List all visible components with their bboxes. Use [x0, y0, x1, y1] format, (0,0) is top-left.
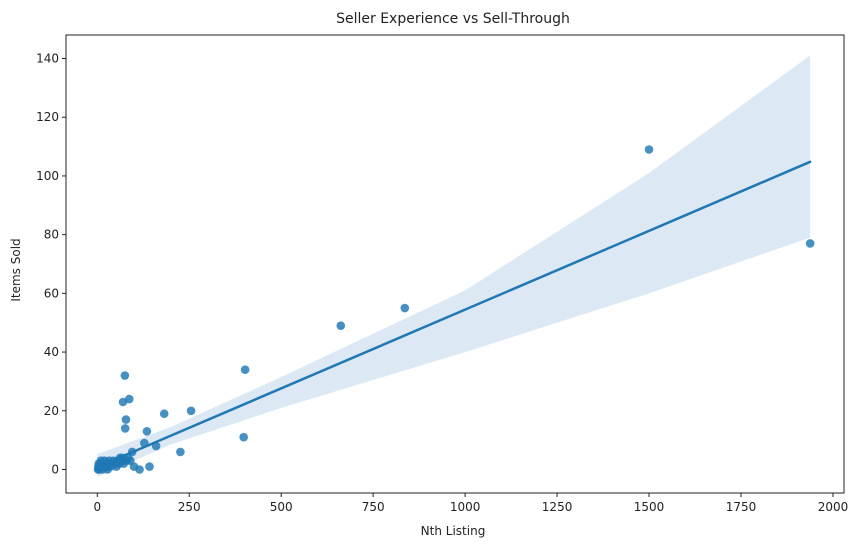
x-tick-label: 2000 — [818, 500, 849, 514]
regression-line — [96, 160, 812, 469]
data-point — [120, 371, 130, 380]
y-tick-label: 40 — [44, 345, 59, 359]
x-tick-label: 1000 — [450, 500, 481, 514]
data-point — [239, 432, 248, 442]
data-point — [400, 303, 410, 313]
data-points — [93, 145, 815, 474]
y-tick-label: 120 — [36, 110, 59, 124]
x-tick-label: 250 — [178, 500, 201, 514]
data-point — [120, 424, 130, 433]
data-point — [186, 406, 196, 416]
y-tick-label: 60 — [44, 286, 59, 300]
plot-area — [93, 55, 815, 477]
x-tick-label: 500 — [270, 500, 293, 514]
plot-frame — [65, 34, 845, 494]
chart-title: Seller Experience vs Sell-Through — [336, 11, 570, 27]
data-point — [644, 145, 654, 154]
x-axis-ticks: 0 250 500 750 1000 1250 1500 1750 2000 — [93, 493, 848, 514]
data-point — [240, 365, 250, 374]
y-axis-ticks: 0 20 40 60 80 100 120 140 — [36, 51, 66, 477]
x-tick-label: 1250 — [542, 500, 573, 514]
y-tick-label: 0 — [51, 463, 59, 477]
x-axis-label: Nth Listing — [421, 524, 486, 538]
data-point — [135, 465, 144, 474]
confidence-band-area — [97, 55, 811, 477]
data-point — [151, 441, 161, 451]
x-tick-label: 1750 — [726, 500, 757, 514]
confidence-band — [97, 55, 811, 477]
data-point — [140, 438, 149, 448]
x-tick-label: 1500 — [634, 500, 665, 514]
x-tick-label: 0 — [93, 500, 101, 514]
data-point — [121, 415, 131, 424]
data-point — [124, 394, 134, 404]
data-point — [159, 409, 169, 419]
x-tick-label: 750 — [362, 500, 385, 514]
y-tick-label: 80 — [44, 228, 59, 242]
data-point — [805, 239, 815, 248]
y-axis-label: Items Sold — [9, 238, 23, 301]
data-point — [145, 462, 154, 471]
data-point — [176, 447, 185, 457]
data-point — [142, 427, 152, 436]
y-tick-label: 20 — [44, 404, 59, 418]
data-point — [336, 321, 346, 330]
y-tick-label: 140 — [36, 51, 59, 65]
regression-line-group — [96, 160, 812, 469]
data-point — [127, 447, 137, 457]
y-tick-label: 100 — [36, 169, 59, 183]
